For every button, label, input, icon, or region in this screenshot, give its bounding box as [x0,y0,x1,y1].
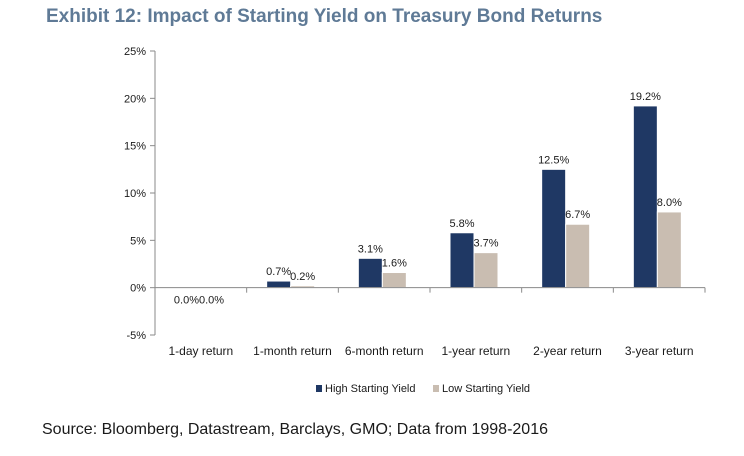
y-tick-label: 20% [124,93,146,105]
bar-high-starting-yield [541,168,567,289]
legend-swatch-low [433,385,439,392]
legend-swatch-high [316,385,322,392]
y-tick-label: 25% [124,46,146,58]
y-tick-label: -5% [126,330,146,342]
bar-high-starting-yield [449,232,475,289]
x-category-label: 3-year return [625,344,694,358]
bars [266,105,682,289]
data-label: 12.5% [538,154,569,166]
legend: High Starting Yield Low Starting Yield [316,383,530,395]
data-label: 1.6% [382,258,407,270]
data-label: 0.0% [199,295,224,307]
chart-title: Exhibit 12: Impact of Starting Yield on … [46,6,603,27]
data-label: 0.7% [266,266,291,278]
data-label: 3.7% [473,238,498,250]
y-axis: -5% 0% 5% 10% 15% 20% 25% [124,46,156,342]
data-labels: 0.0% 0.7% 3.1% 5.8% 12.5% 19.2% 0.0% 0.2% 1.6% 3.… [174,91,682,307]
y-tick-label: 5% [130,235,146,247]
y-tick-label: 10% [124,188,146,200]
bar-low-starting-yield [656,211,682,289]
bar-high-starting-yield [632,105,658,289]
y-tick-label: 15% [124,141,146,153]
legend-label-low: Low Starting Yield [442,383,530,395]
bar-chart: -5% 0% 5% 10% 15% 20% 25% 0.0% 0.7% 3.1% 5.8% 12.5… [124,46,706,395]
data-label: 6.7% [565,209,590,221]
bar-low-starting-yield [473,252,499,289]
x-category-label: 6-month return [345,344,424,358]
bar-low-starting-yield [565,223,591,289]
x-category-label: 1-year return [441,344,510,358]
x-category-label: 1-day return [168,344,233,358]
data-label: 0.2% [290,271,315,283]
data-label: 5.8% [449,218,474,230]
data-label: 3.1% [358,243,383,255]
bar-low-starting-yield [381,272,407,289]
bar-high-starting-yield [357,257,383,289]
bar-high-starting-yield [266,280,292,289]
x-axis: 1-day return 1-month return 6-month return… [154,287,706,358]
source-note: Source: Bloomberg, Datastream, Barclays,… [42,421,548,438]
data-label: 8.0% [657,197,682,209]
data-label: 0.0% [174,295,199,307]
x-category-label: 2-year return [533,344,602,358]
y-tick-label: 0% [130,283,146,295]
legend-label-high: High Starting Yield [325,383,416,395]
data-label: 19.2% [630,91,661,103]
x-category-label: 1-month return [253,344,332,358]
